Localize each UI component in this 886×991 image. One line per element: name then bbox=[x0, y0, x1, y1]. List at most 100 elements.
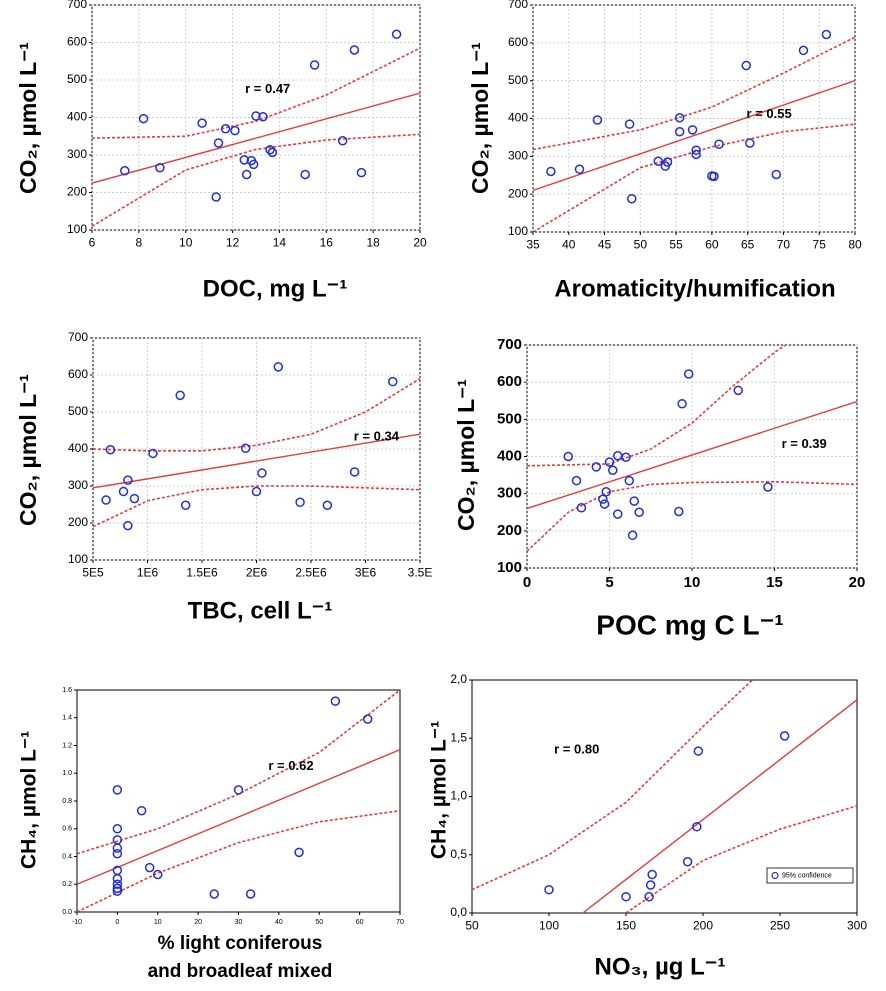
data-point bbox=[779, 731, 790, 741]
regression-line bbox=[77, 749, 400, 885]
x-tick-label: 65 bbox=[741, 237, 755, 251]
x-tick-label: 16 bbox=[320, 235, 334, 249]
data-point bbox=[265, 145, 275, 155]
data-point bbox=[230, 125, 240, 136]
x-tick-label: 3.5E bbox=[408, 565, 433, 579]
x-tick-label: 10 bbox=[179, 235, 193, 249]
data-point bbox=[599, 499, 610, 509]
confidence-band-lower bbox=[93, 485, 420, 528]
y-tick-label: 0.6 bbox=[62, 826, 72, 833]
data-point bbox=[647, 869, 657, 880]
data-point bbox=[574, 164, 585, 174]
x-tick-label: 2.5E6 bbox=[295, 565, 327, 579]
data-point bbox=[693, 746, 704, 756]
x-tick-label: 60 bbox=[705, 237, 719, 251]
y-tick-label: 0.2 bbox=[62, 881, 72, 888]
y-tick-label: 0.4 bbox=[62, 853, 72, 860]
x-axis-label: DOC, mg L⁻¹ bbox=[203, 275, 348, 302]
data-point bbox=[571, 475, 582, 486]
x-axis-label: POC mg C L⁻¹ bbox=[596, 609, 783, 640]
data-point bbox=[112, 824, 123, 834]
y-tick-label: 100 bbox=[497, 559, 522, 576]
confidence-band-upper bbox=[92, 47, 420, 139]
y-tick-label: 300 bbox=[68, 478, 88, 492]
x-axis-label: and broadleaf mixed bbox=[148, 961, 333, 982]
data-point bbox=[112, 886, 123, 896]
annotation: r = 0.39 bbox=[782, 436, 827, 451]
y-tick-label: 1.4 bbox=[62, 715, 72, 722]
confidence-band-lower bbox=[77, 809, 400, 912]
data-point bbox=[733, 385, 743, 396]
y-tick-label: 700 bbox=[67, 0, 87, 11]
data-point bbox=[138, 113, 149, 124]
y-tick-label: 500 bbox=[497, 410, 522, 427]
data-point bbox=[687, 125, 698, 135]
data-point bbox=[213, 138, 224, 148]
y-tick-label: 100 bbox=[508, 224, 528, 238]
data-point bbox=[391, 29, 402, 39]
x-tick-label: 150 bbox=[616, 918, 636, 932]
data-point bbox=[123, 520, 133, 531]
data-point bbox=[388, 376, 398, 387]
data-point bbox=[683, 369, 694, 379]
confidence-band-lower bbox=[625, 805, 857, 913]
y-tick-label: 100 bbox=[67, 222, 87, 236]
x-tick-label: 50 bbox=[465, 918, 479, 932]
y-axis-label: CO₂, µmol L⁻¹ bbox=[467, 42, 493, 194]
data-point bbox=[209, 889, 220, 899]
data-point bbox=[613, 509, 623, 519]
data-point bbox=[745, 138, 755, 148]
data-point bbox=[123, 475, 133, 485]
x-tick-label: 200 bbox=[693, 918, 713, 932]
data-point bbox=[591, 462, 602, 472]
data-point bbox=[105, 444, 116, 455]
x-tick-label: 1.5E6 bbox=[186, 565, 218, 579]
x-tick-label: 1E6 bbox=[137, 565, 159, 579]
data-point bbox=[677, 398, 687, 409]
data-point bbox=[592, 115, 603, 125]
data-point bbox=[674, 112, 685, 123]
annotation: r = 0.62 bbox=[268, 758, 313, 773]
x-tick-label: 70 bbox=[777, 237, 791, 251]
data-point bbox=[691, 145, 701, 156]
confidence-band-upper bbox=[533, 36, 855, 151]
y-axis-label: CO₂, µmol L⁻¹ bbox=[15, 42, 41, 194]
x-tick-label: 100 bbox=[539, 918, 559, 932]
confidence-band-lower bbox=[533, 123, 855, 232]
x-tick-label: 12 bbox=[226, 235, 240, 249]
data-point bbox=[112, 848, 123, 859]
data-point bbox=[112, 873, 123, 884]
x-tick-label: 5 bbox=[605, 574, 613, 591]
data-point bbox=[197, 118, 207, 128]
x-tick-label: 30 bbox=[235, 919, 243, 926]
data-point bbox=[101, 495, 111, 505]
x-tick-label: 3E6 bbox=[355, 565, 377, 579]
data-point bbox=[112, 785, 123, 795]
y-tick-label: 500 bbox=[68, 404, 88, 418]
data-point bbox=[608, 465, 618, 476]
data-point bbox=[771, 169, 782, 180]
confidence-band-lower bbox=[92, 133, 420, 227]
y-axis-label: CH₄, µmol L⁻¹ bbox=[428, 721, 451, 859]
data-point bbox=[251, 486, 262, 497]
data-point bbox=[300, 169, 310, 180]
y-tick-label: 0,0 bbox=[450, 905, 467, 919]
y-tick-label: 1,0 bbox=[450, 789, 467, 803]
x-tick-label: 50 bbox=[634, 237, 648, 251]
data-point bbox=[175, 390, 185, 401]
legend-label: 95% confidence bbox=[782, 872, 832, 879]
y-axis-label: CO₂, µmol L⁻¹ bbox=[15, 374, 41, 526]
x-axis-label: NO₃, µg L⁻¹ bbox=[595, 953, 726, 980]
regression-line bbox=[92, 92, 420, 184]
data-point bbox=[546, 166, 556, 177]
data-point bbox=[604, 457, 615, 467]
data-point bbox=[211, 192, 221, 202]
y-tick-label: 200 bbox=[67, 185, 87, 199]
data-point bbox=[245, 889, 256, 899]
confidence-band-upper bbox=[527, 345, 787, 467]
x-tick-label: -10 bbox=[72, 919, 82, 926]
y-tick-label: 1,5 bbox=[450, 730, 467, 744]
y-tick-label: 200 bbox=[508, 186, 528, 200]
data-point bbox=[322, 500, 333, 510]
x-axis-label: TBC, cell L⁻¹ bbox=[188, 597, 333, 624]
